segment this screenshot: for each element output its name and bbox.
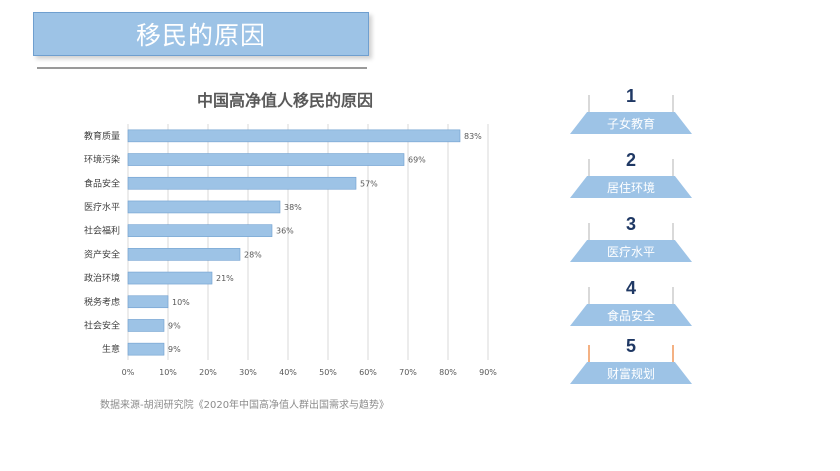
x-tick-label: 40%: [279, 368, 297, 377]
value-label: 21%: [216, 274, 234, 283]
x-tick-label: 50%: [319, 368, 337, 377]
bars: [127, 129, 461, 356]
category-label: 环境污染: [84, 154, 120, 166]
x-tick-label: 90%: [479, 368, 497, 377]
title-underline: [37, 67, 367, 69]
x-tick-label: 60%: [359, 368, 377, 377]
rank-rail-right: [672, 159, 674, 177]
category-label: 医疗水平: [84, 201, 120, 213]
x-tick-label: 30%: [239, 368, 257, 377]
category-label: 社会安全: [84, 319, 120, 331]
bar: [127, 129, 461, 143]
rank-label: 医疗水平: [570, 240, 692, 262]
rank-label: 财富规划: [570, 362, 692, 384]
rank-number: 4: [625, 278, 636, 298]
category-label: 生意: [102, 343, 120, 355]
category-label: 政治环境: [84, 272, 120, 284]
bar: [127, 295, 169, 309]
bar: [127, 342, 165, 356]
x-tick-labels: 0% 10% 20% 30% 40% 50% 60% 70% 80% 90%: [122, 368, 498, 377]
category-label: 税务考虑: [84, 296, 120, 308]
rank-rail-right: [672, 287, 674, 305]
value-label: 9%: [168, 345, 181, 354]
rank-card-2: 2 居住环境: [570, 150, 692, 198]
value-label: 69%: [408, 156, 426, 165]
value-label: 10%: [172, 298, 190, 307]
rank-number: 3: [625, 214, 636, 234]
rank-rail-left: [588, 159, 590, 177]
category-label: 食品安全: [84, 177, 120, 189]
rank-rail-right: [672, 345, 674, 363]
rank-card-4: 4 食品安全: [570, 278, 692, 326]
value-label: 57%: [360, 179, 378, 188]
chart-title: 中国高净值人移民的原因: [197, 91, 373, 110]
bar: [127, 271, 213, 285]
slide-title: 移民的原因: [33, 12, 369, 56]
rank-rail-left: [588, 95, 590, 113]
value-label: 38%: [284, 203, 302, 212]
rank-rail-left: [588, 345, 590, 363]
rank-number: 2: [625, 150, 636, 170]
bar: [127, 319, 165, 332]
rank-rail-left: [588, 223, 590, 241]
bar: [127, 176, 357, 190]
rank-card-5: 5 财富规划: [570, 336, 692, 384]
x-tick-label: 70%: [399, 368, 417, 377]
value-labels: 83% 69% 57% 38% 36% 28% 21% 10% 9% 9%: [168, 132, 482, 354]
category-label: 资产安全: [84, 248, 120, 260]
value-label: 9%: [168, 321, 181, 330]
x-tick-label: 80%: [439, 368, 457, 377]
x-tick-label: 20%: [199, 368, 217, 377]
x-tick-label: 0%: [122, 368, 135, 377]
rank-card-1: 1 子女教育: [570, 86, 692, 134]
bar: [127, 153, 405, 166]
source-note: 数据来源-胡润研究院《2020年中国高净值人群出国需求与趋势》: [100, 400, 390, 411]
rank-number: 1: [625, 86, 636, 106]
rank-rail-right: [672, 223, 674, 241]
bar: [127, 200, 281, 214]
rank-card-3: 3 医疗水平: [570, 214, 692, 262]
x-tick-label: 10%: [159, 368, 177, 377]
value-label: 83%: [464, 132, 482, 141]
rank-number: 5: [625, 336, 636, 356]
value-label: 36%: [276, 227, 294, 236]
rank-label: 居住环境: [570, 176, 692, 198]
category-label: 社会福利: [84, 225, 120, 237]
bar: [127, 224, 273, 237]
rank-rail-right: [672, 95, 674, 113]
rank-rail-left: [588, 287, 590, 305]
category-label: 教育质量: [84, 130, 120, 142]
rank-label: 食品安全: [570, 304, 692, 326]
rank-label: 子女教育: [570, 112, 692, 134]
bar: [127, 248, 241, 261]
value-label: 28%: [244, 250, 262, 259]
